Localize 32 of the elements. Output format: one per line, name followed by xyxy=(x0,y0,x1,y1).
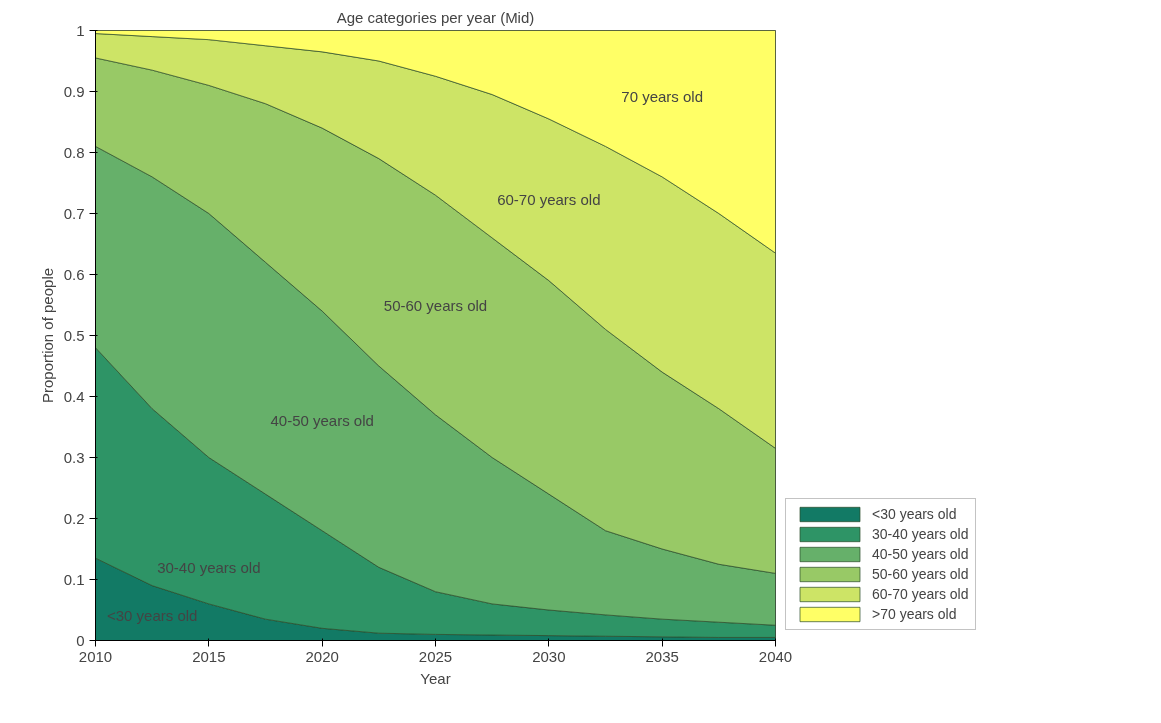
x-tick-label: 2025 xyxy=(418,647,453,665)
y-tick-label: 0.1 xyxy=(63,570,85,588)
y-axis-title: Proportion of people xyxy=(38,267,56,404)
y-tick-label: 0 xyxy=(76,631,85,649)
annotation: 60-70 years old xyxy=(497,191,601,209)
y-tick-label: 0.2 xyxy=(63,509,85,527)
legend-label: 40-50 years old xyxy=(872,546,969,562)
annotation: 30-40 years old xyxy=(157,558,261,576)
legend-label: >70 years old xyxy=(872,606,957,622)
annotation: 50-60 years old xyxy=(383,296,488,314)
y-tick-label: 1 xyxy=(76,21,85,39)
y-tick-label: 0.7 xyxy=(63,204,85,222)
x-tick-label: 2010 xyxy=(78,647,113,665)
annotation: 40-50 years old xyxy=(270,412,374,430)
y-tick-label: 0.3 xyxy=(63,448,85,466)
x-tick-label: 2015 xyxy=(192,647,226,665)
legend-label: 30-40 years old xyxy=(872,526,969,542)
legend-label: 50-60 years old xyxy=(872,566,969,582)
x-tick-label: 2035 xyxy=(645,647,679,665)
chart-title: Age categories per year (Mid) xyxy=(336,8,535,26)
y-tick-label: 0.5 xyxy=(63,326,85,344)
x-axis-title: Year xyxy=(420,669,451,687)
y-tick-label: 0.9 xyxy=(63,82,85,100)
x-tick-label: 2020 xyxy=(305,647,339,665)
y-tick-label: 0.4 xyxy=(63,387,85,405)
legend-label: <30 years old xyxy=(872,506,957,522)
y-tick-label: 0.6 xyxy=(63,265,85,283)
legend-label: 60-70 years old xyxy=(872,586,969,602)
y-tick-label: 0.8 xyxy=(63,143,85,161)
annotation: 70 years old xyxy=(621,87,704,105)
x-tick-label: 2040 xyxy=(758,647,793,665)
x-tick-label: 2030 xyxy=(532,647,566,665)
